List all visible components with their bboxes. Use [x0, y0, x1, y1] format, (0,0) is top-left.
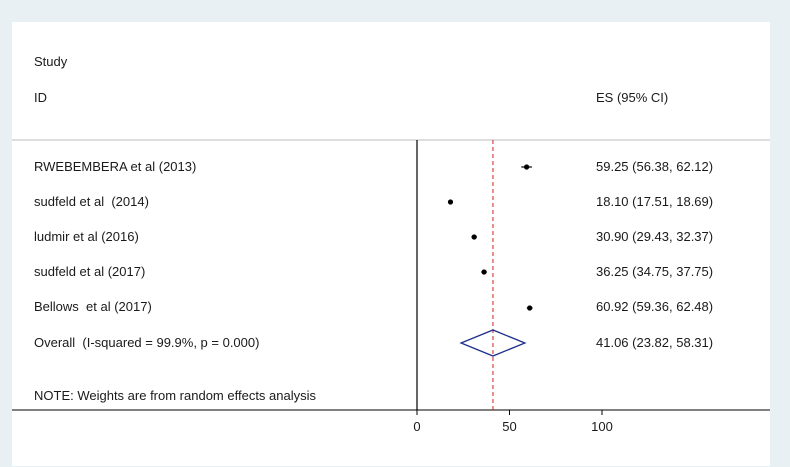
plot-panel: Study ID ES (95% CI) RWEBEMBERA et al (2…	[12, 22, 770, 466]
header-study: Study	[34, 54, 68, 69]
study-es-1: 59.25 (56.38, 62.12)	[596, 159, 714, 174]
study-point-1	[524, 164, 530, 170]
study-label-5: Bellows et al (2017)	[34, 299, 152, 314]
study-point-4	[481, 269, 487, 275]
overall-label: Overall (I-squared = 99.9%, p = 0.000)	[34, 335, 260, 350]
x-tick-label-0: 0	[413, 419, 420, 434]
study-label-2: sudfeld et al (2014)	[34, 194, 149, 209]
study-point-2	[447, 199, 454, 205]
x-tick-label-100: 100	[591, 419, 613, 434]
study-label-4: sudfeld et al (2017)	[34, 264, 146, 279]
overall-es: 41.06 (23.82, 58.31)	[596, 335, 714, 350]
forest-plot-svg: 0 50 100	[12, 139, 770, 434]
study-label-3: ludmir et al (2016)	[34, 229, 139, 244]
study-es-4: 36.25 (34.75, 37.75)	[596, 264, 714, 279]
header-es: ES (95% CI)	[596, 90, 669, 105]
study-es-3: 30.90 (29.43, 32.37)	[596, 229, 714, 244]
x-tick-label-50: 50	[502, 419, 516, 434]
header-id: ID	[34, 90, 47, 105]
study-label-1: RWEBEMBERA et al (2013)	[34, 159, 197, 174]
study-point-3	[471, 234, 477, 240]
overall-diamond	[459, 329, 527, 357]
study-es-2: 18.10 (17.51, 18.69)	[596, 194, 714, 209]
study-es-5: 60.92 (59.36, 62.48)	[596, 299, 714, 314]
study-point-5	[527, 305, 533, 311]
weights-note: NOTE: Weights are from random effects an…	[34, 388, 317, 403]
